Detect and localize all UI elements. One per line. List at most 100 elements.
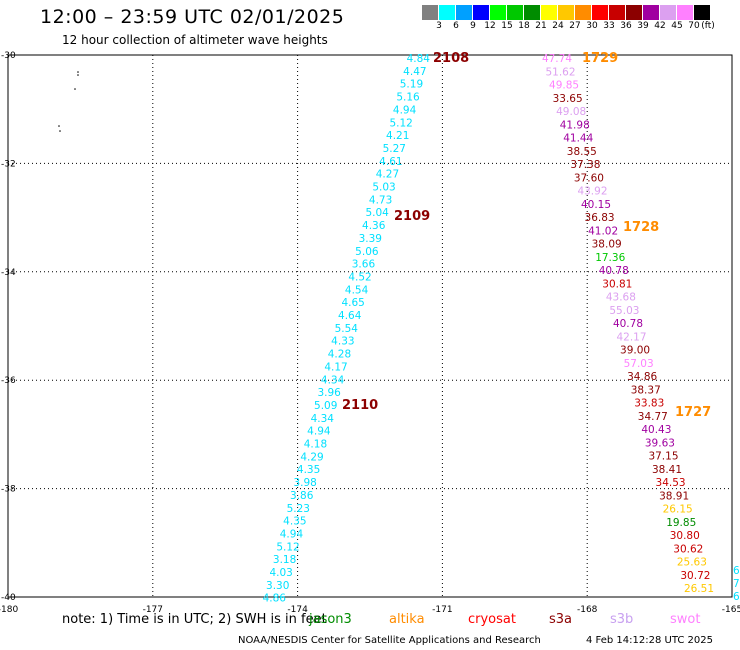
legend-item-s3b: s3b: [610, 612, 634, 627]
wave-height-label: 34.53: [656, 477, 686, 489]
wave-height-label: 30.62: [673, 543, 703, 555]
wave-height-label: 41.02: [588, 225, 618, 237]
wave-height-label: 4.86: [263, 593, 287, 605]
y-tick-label: -40: [1, 593, 16, 603]
color-swatch: [677, 5, 694, 20]
wave-height-label: 4.27: [376, 169, 399, 181]
wave-height-label: 51.62: [545, 66, 575, 78]
color-swatch: [456, 5, 473, 20]
wave-height-label: 5.12: [276, 541, 299, 553]
color-scale-label: 42: [654, 21, 666, 31]
color-scale-label: 9: [470, 21, 476, 31]
color-scale-label: 6: [453, 21, 459, 31]
footer-organization: NOAA/NESDIS Center for Satellite Applica…: [238, 635, 541, 646]
legend-item-swot: swot: [670, 612, 701, 627]
wave-height-label: 4.61: [379, 156, 402, 168]
wave-height-label: 4.21: [386, 130, 409, 142]
color-swatch: [609, 5, 626, 20]
wave-height-label: 4.28: [328, 349, 351, 361]
color-swatch: [422, 5, 439, 20]
x-tick-label: -171: [432, 605, 452, 615]
color-scale-label: 21: [535, 21, 547, 31]
wave-height-label: 5.12: [389, 117, 412, 129]
wave-height-label: 4.94: [307, 426, 331, 438]
map-dot: [59, 130, 61, 132]
wave-height-label: 4.33: [331, 336, 354, 348]
y-tick-label: -32: [1, 159, 16, 169]
wave-height-label: 4.73: [369, 194, 392, 206]
wave-height-label: 5.16: [396, 92, 420, 104]
map-dot: [74, 88, 76, 90]
wave-height-label: 36.83: [585, 212, 615, 224]
wave-height-label: 39.00: [620, 345, 650, 357]
wave-height-label: 38.37: [631, 384, 661, 396]
color-scale-label: 45: [671, 21, 683, 31]
wave-height-label: 17.36: [595, 252, 625, 264]
wave-height-label: 4.94: [393, 104, 417, 116]
y-tick-label: -34: [1, 268, 16, 278]
color-scale-label: 12: [484, 21, 496, 31]
wave-height-label: 26.15: [663, 504, 693, 516]
edge-wave-label: 6.: [733, 591, 740, 603]
wave-height-label: 4.94: [280, 528, 304, 540]
color-swatch: [439, 5, 456, 20]
color-scale-label: 18: [518, 21, 530, 31]
wave-height-label: 3.39: [359, 233, 382, 245]
pass-number-label: 1727: [675, 405, 711, 420]
color-scale-label: 24: [552, 21, 564, 31]
color-scale-label: (ft): [701, 21, 715, 31]
wave-height-label: 38.41: [652, 464, 682, 476]
wave-height-label: 5.09: [314, 400, 337, 412]
wave-height-label: 26.51: [684, 583, 714, 595]
axis-ticks: -180 -177 -174 -171 -168 -165 -30 -32 -34 -36 -38 -…: [0, 51, 740, 615]
y-tick-label: -36: [1, 376, 16, 386]
wave-height-label: 55.03: [609, 305, 639, 317]
wave-height-label: 4.34: [321, 374, 345, 386]
color-scale-bar: [422, 5, 711, 20]
wave-height-label: 5.04: [365, 207, 389, 219]
color-scale-label: 27: [569, 21, 581, 31]
wave-height-label: 40.43: [641, 424, 671, 436]
wave-height-label: 3.30: [266, 580, 289, 592]
wave-height-label: 3.18: [273, 554, 296, 566]
wave-height-label: 38.09: [592, 239, 622, 251]
legend-item-altika: altika: [389, 612, 425, 627]
color-swatch: [660, 5, 677, 20]
legend-item-jason3: jason3: [309, 612, 352, 627]
y-tick-label: -38: [1, 485, 16, 495]
map-dot: [77, 71, 79, 73]
wave-height-label: 3.86: [290, 490, 314, 502]
wave-height-label: 4.36: [362, 220, 386, 232]
pass-number-label: 2108: [433, 51, 469, 66]
edge-wave-label: 6: [733, 565, 740, 577]
pass-number-label: 2110: [342, 398, 378, 413]
x-tick-label: -168: [577, 605, 598, 615]
map-grid: [8, 55, 732, 597]
track-west: 4.844.475.195.164.945.124.215.274.614.27…: [263, 53, 431, 605]
wave-height-label: 34.77: [638, 411, 668, 423]
color-scale-label: 33: [603, 21, 615, 31]
legend-item-cryosat: cryosat: [468, 612, 516, 627]
wave-height-label: 34.86: [627, 371, 657, 383]
wave-height-label: 37.38: [570, 159, 600, 171]
color-swatch: [490, 5, 507, 20]
wave-height-label: 4.65: [341, 297, 364, 309]
wave-height-label: 37.60: [574, 172, 604, 184]
wave-height-label: 41.98: [560, 119, 590, 131]
pass-number-label: 1729: [582, 51, 618, 66]
map-frame: [7, 54, 733, 598]
wave-height-label: 19.85: [666, 517, 696, 529]
color-swatch: [558, 5, 575, 20]
wave-height-label: 4.64: [338, 310, 362, 322]
wave-height-label: 42.17: [616, 331, 646, 343]
color-swatch: [507, 5, 524, 20]
wave-height-label: 40.78: [599, 265, 629, 277]
wave-height-label: 4.35: [297, 464, 320, 476]
wave-height-label: 5.27: [383, 143, 406, 155]
wave-height-label: 4.54: [345, 284, 369, 296]
wave-height-label: 4.34: [311, 413, 335, 425]
color-swatch: [575, 5, 592, 20]
page-subtitle: 12 hour collection of altimeter wave hei…: [62, 33, 328, 47]
color-swatch: [524, 5, 541, 20]
